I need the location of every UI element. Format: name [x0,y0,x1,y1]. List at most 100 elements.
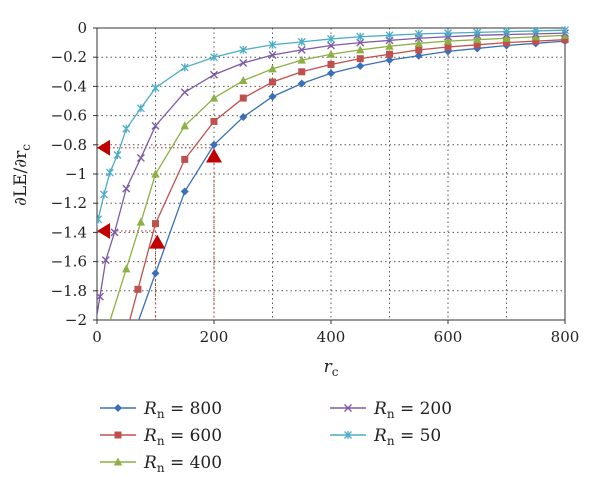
annotation-markers [97,139,222,249]
legend-item: Rn = 200 [330,399,452,421]
series-line [97,32,566,319]
series-point [151,269,160,278]
legend-marker [113,457,123,466]
series-point [122,124,131,133]
series-point [473,35,482,44]
annotation-triangle-left [97,139,111,156]
y-tick-label: −0.6 [51,107,87,125]
y-tick-label: −0.8 [51,136,87,154]
legend-label: Rn = 200 [373,399,452,421]
series-point [561,26,569,35]
series-line [129,39,566,320]
legend-marker [114,431,122,439]
series-point [326,49,336,58]
series-line [97,29,566,228]
series-point [210,140,218,149]
legend-label: Rn = 600 [143,426,222,448]
series-point [210,70,218,79]
y-axis-title: ∂LE/∂rc [11,144,33,206]
series [97,26,570,320]
series-point [473,41,481,49]
series-1 [129,36,569,320]
y-tick-label: 0 [77,19,87,37]
series-point [97,292,104,301]
tick-labels: 0 200 400 600 800 0 −0.2 −0.4 −0.6 −0.8 −1 −1.2 −1.4… [51,19,580,346]
x-tick-label: 200 [200,328,229,346]
series-point [502,33,511,42]
series-point [110,228,119,237]
series-point [151,83,160,92]
series-point [181,155,189,163]
x-tick-label: 800 [551,328,580,346]
series-point [268,92,277,101]
series-point [443,36,453,45]
series-point [356,55,364,63]
y-tick-label: −1.4 [51,223,87,241]
series-point [180,121,189,130]
series-point [385,41,394,50]
series-point [356,38,365,47]
legend-marker [344,404,352,412]
legend-label: Rn = 50 [373,426,441,448]
legend-item: Rn = 600 [100,426,222,448]
series-point [385,56,394,65]
series-point [136,217,146,226]
series-point [239,94,247,102]
series-point [210,117,218,125]
legend-item: Rn = 400 [100,453,222,475]
y-tick-label: −0.4 [51,77,87,95]
y-tick-label: −0.2 [51,48,87,66]
series-point [180,187,189,196]
series-point [356,61,365,70]
series-point [113,151,122,160]
series-point [356,32,365,41]
x-tick-label: 400 [317,328,346,346]
series-point [239,45,248,54]
series-point [180,63,189,72]
series-point [239,113,248,122]
series-point [122,264,131,273]
series-point [152,220,159,228]
gridlines [97,28,565,320]
x-tick-label: 0 [92,328,102,346]
series-point [444,29,452,38]
y-tick-label: −1.8 [51,282,87,300]
series-point [269,78,276,86]
series-point [268,40,277,49]
series-point [327,69,335,78]
series-point [503,39,510,47]
series-point [239,76,248,85]
series-point [532,37,540,45]
series-2 [109,30,570,320]
series-point [97,215,103,224]
series-point [151,169,160,178]
series-point [561,36,569,44]
series-point [386,50,393,58]
series-point [414,29,423,38]
series-point [560,30,570,39]
series-point [297,79,306,88]
legend-label: Rn = 400 [143,453,222,475]
series-point [502,27,511,36]
series-point [297,37,306,46]
axes [93,27,566,324]
series-point [414,38,423,47]
y-tick-label: −1 [65,165,87,183]
y-tick-label: −1.2 [51,194,87,212]
y-tick-label: −2 [65,311,87,329]
series-line [109,34,566,320]
series-point [239,59,248,68]
x-axis-title: rc [324,357,339,379]
series-point [297,45,306,54]
legend-item: Rn = 800 [100,399,222,421]
series-4 [97,26,569,228]
series-point [136,153,145,162]
y-tick-label: −1.6 [51,253,87,271]
series-point [473,28,482,37]
legend-marker [114,404,122,412]
series-point [105,168,114,177]
series-point [209,93,219,102]
series-point [385,31,394,40]
series-point [327,41,335,50]
